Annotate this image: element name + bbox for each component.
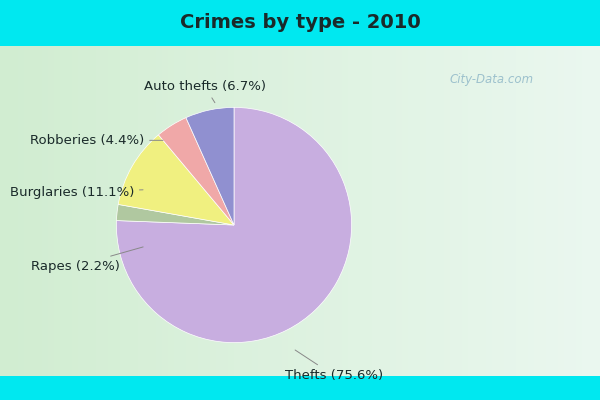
Text: Crimes by type - 2010: Crimes by type - 2010 [179, 14, 421, 32]
Text: City-Data.com: City-Data.com [450, 74, 534, 86]
Text: Rapes (2.2%): Rapes (2.2%) [31, 247, 143, 273]
Text: Robberies (4.4%): Robberies (4.4%) [30, 134, 163, 147]
Wedge shape [118, 135, 234, 225]
Text: Thefts (75.6%): Thefts (75.6%) [285, 350, 383, 382]
Wedge shape [116, 107, 352, 342]
Text: Burglaries (11.1%): Burglaries (11.1%) [10, 186, 143, 198]
Wedge shape [158, 118, 234, 225]
Wedge shape [116, 204, 234, 225]
Wedge shape [186, 107, 234, 225]
Text: Auto thefts (6.7%): Auto thefts (6.7%) [143, 80, 266, 103]
